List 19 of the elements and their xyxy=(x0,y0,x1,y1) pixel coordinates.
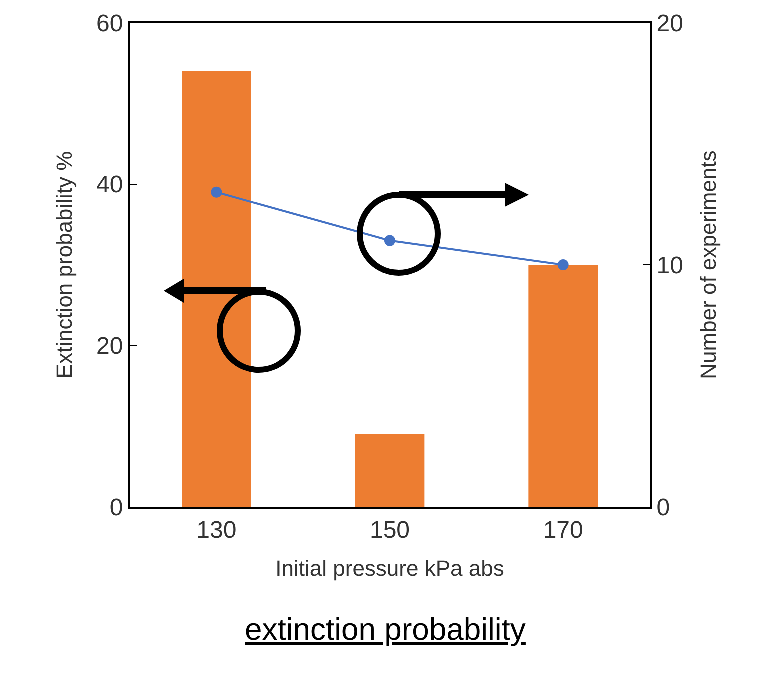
point xyxy=(211,186,222,198)
point xyxy=(384,235,396,246)
x-tick-label: 130 xyxy=(196,516,237,544)
x-tick-label: 170 xyxy=(543,516,584,544)
point xyxy=(558,260,569,270)
x-axis-title: Initial pressure kPa abs xyxy=(276,556,504,582)
y2-tick-label: 20 xyxy=(656,10,684,38)
bar xyxy=(528,265,598,507)
text: extinction probability xyxy=(244,612,527,648)
y-tick-label: 60 xyxy=(96,10,124,38)
y2-tick-label: 10 xyxy=(656,252,684,280)
y2-axis-title: Number of experiments xyxy=(696,150,721,380)
y-tick-label: 20 xyxy=(96,333,124,360)
y-tick-label: 40 xyxy=(96,172,124,199)
y2-tick-label: 0 xyxy=(656,494,670,522)
x-tick-label: 150 xyxy=(370,516,410,544)
bar xyxy=(355,434,425,507)
y-axis-title: Extinction probability % xyxy=(52,151,77,379)
y-tick-label: 0 xyxy=(110,494,124,522)
